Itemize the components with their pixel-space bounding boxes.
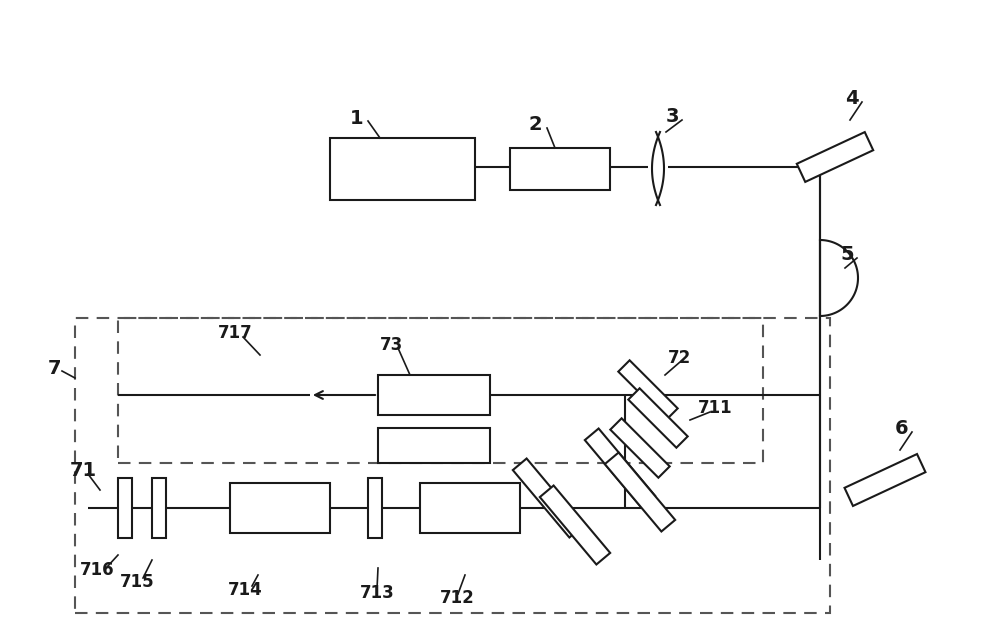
Text: 3: 3 xyxy=(666,107,680,126)
Text: 716: 716 xyxy=(80,561,115,579)
Bar xyxy=(330,138,475,200)
Bar xyxy=(420,483,520,533)
Text: 6: 6 xyxy=(895,419,909,438)
Text: 711: 711 xyxy=(698,399,733,417)
Text: 7: 7 xyxy=(48,359,62,378)
Text: 73: 73 xyxy=(380,336,403,354)
Text: 715: 715 xyxy=(120,573,155,591)
Bar xyxy=(368,478,382,538)
Text: 72: 72 xyxy=(668,349,691,367)
Text: 71: 71 xyxy=(70,461,97,480)
Bar xyxy=(378,428,490,463)
Text: 2: 2 xyxy=(528,115,542,135)
Bar xyxy=(152,478,166,538)
Bar xyxy=(230,483,330,533)
Text: 4: 4 xyxy=(845,89,859,107)
Polygon shape xyxy=(628,389,688,448)
Bar xyxy=(378,375,490,415)
Polygon shape xyxy=(618,360,678,420)
Polygon shape xyxy=(797,132,873,182)
Bar xyxy=(75,318,830,613)
Text: 1: 1 xyxy=(350,108,364,128)
Polygon shape xyxy=(610,419,670,478)
Bar xyxy=(118,478,132,538)
Polygon shape xyxy=(605,452,675,531)
Bar xyxy=(118,318,763,463)
Text: 714: 714 xyxy=(228,581,263,599)
Polygon shape xyxy=(585,429,655,507)
Text: 713: 713 xyxy=(360,584,395,602)
Text: 5: 5 xyxy=(840,246,854,265)
Bar xyxy=(510,148,610,190)
Polygon shape xyxy=(845,454,925,506)
Text: 712: 712 xyxy=(440,589,475,607)
Polygon shape xyxy=(513,459,583,537)
Text: 717: 717 xyxy=(218,324,253,342)
Polygon shape xyxy=(540,486,610,565)
